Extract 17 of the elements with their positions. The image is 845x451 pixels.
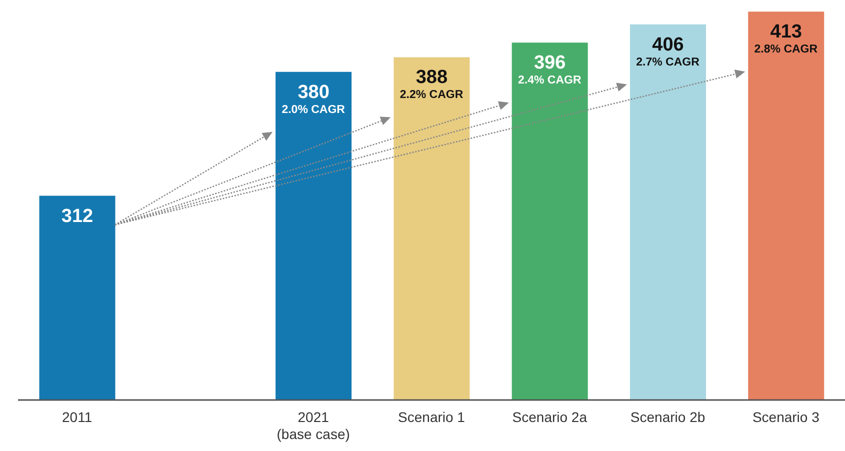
annotation: 2.0% CAGR (282, 104, 346, 116)
data-label: 396 (534, 52, 566, 74)
x-tick-label: Scenario 2b (630, 409, 706, 425)
data-label: 380 (298, 82, 330, 103)
annotation: 2.4% CAGR (518, 74, 582, 87)
x-tick-label: 2011 (62, 409, 92, 425)
annotation: 2.7% CAGR (636, 56, 700, 68)
data-label: 312 (61, 206, 94, 227)
annotation: 2.2% CAGR (400, 89, 464, 102)
x-tick-label: 2021 (base case) (276, 409, 350, 442)
x-tick-label: Scenario 2a (512, 409, 588, 425)
data-label: 388 (416, 67, 448, 88)
x-tick-label: Scenario 1 (398, 409, 466, 425)
x-tick-label: Scenario 3 (752, 409, 820, 425)
annotation: 2.8% CAGR (754, 44, 818, 56)
data-label: 413 (770, 22, 802, 43)
data-label: 406 (652, 34, 684, 56)
